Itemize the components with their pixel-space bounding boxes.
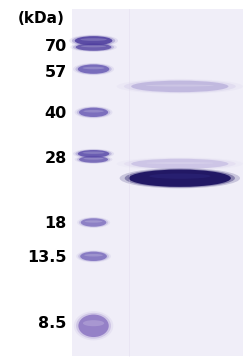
Ellipse shape [77,156,110,163]
Ellipse shape [81,45,106,47]
Ellipse shape [82,67,104,69]
Ellipse shape [146,85,214,86]
Text: 28: 28 [44,151,67,166]
Ellipse shape [70,42,117,52]
Ellipse shape [73,63,114,75]
Ellipse shape [76,313,111,339]
Ellipse shape [80,252,107,261]
Ellipse shape [131,159,228,169]
Ellipse shape [82,152,104,154]
Ellipse shape [77,217,110,228]
Ellipse shape [69,35,118,46]
Ellipse shape [72,36,115,46]
Ellipse shape [75,155,113,164]
Text: 40: 40 [44,106,67,121]
Ellipse shape [78,150,109,157]
Ellipse shape [83,158,104,159]
Ellipse shape [78,315,109,337]
Ellipse shape [85,220,103,222]
Ellipse shape [125,169,235,188]
Ellipse shape [73,149,114,158]
Ellipse shape [79,218,108,227]
Ellipse shape [75,36,112,45]
Ellipse shape [75,149,112,158]
Ellipse shape [76,44,112,51]
Ellipse shape [75,106,113,118]
Ellipse shape [78,64,109,74]
Ellipse shape [73,43,114,51]
Ellipse shape [129,170,231,187]
Ellipse shape [83,110,104,113]
Text: 13.5: 13.5 [27,250,67,265]
Ellipse shape [149,174,210,179]
Ellipse shape [75,64,112,75]
Text: (kDa): (kDa) [18,11,65,26]
Ellipse shape [77,107,110,118]
Text: 70: 70 [44,39,67,54]
Ellipse shape [81,218,106,227]
Ellipse shape [131,81,228,92]
Bar [72,9,243,356]
Ellipse shape [146,162,214,164]
Text: 57: 57 [44,64,67,80]
Ellipse shape [79,108,108,117]
Ellipse shape [83,320,104,326]
Text: 18: 18 [44,216,67,231]
Ellipse shape [84,254,103,257]
Text: 8.5: 8.5 [38,316,67,332]
Ellipse shape [80,38,107,41]
Ellipse shape [79,156,108,163]
Ellipse shape [74,311,113,341]
Ellipse shape [124,158,236,170]
Ellipse shape [76,250,111,262]
Ellipse shape [120,168,240,188]
Ellipse shape [124,80,236,93]
Ellipse shape [78,251,109,262]
